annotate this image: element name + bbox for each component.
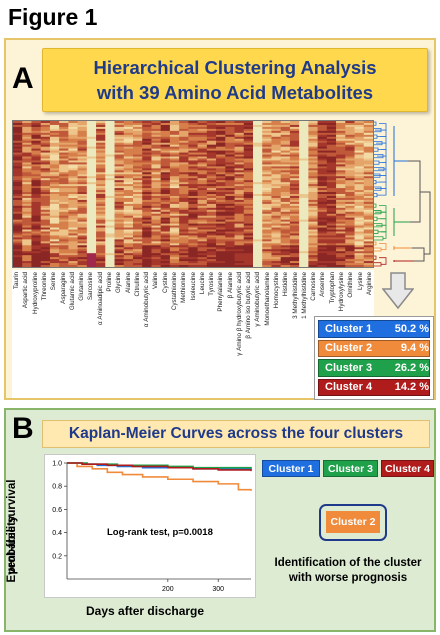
km-x-axis-label: Days after discharge <box>86 604 205 618</box>
metabolite-label: Homocystine <box>273 272 281 309</box>
metabolite-label: γ Aminobutyric acid <box>254 272 262 327</box>
metabolite-label: Histidine <box>282 272 290 297</box>
cluster-4-name: Cluster 4 <box>325 381 373 394</box>
metabolite-label: Hydroxyproline <box>31 272 39 314</box>
km-y-tick-label: 1.0 <box>52 461 62 468</box>
cluster-1-badge: Cluster 1 50.2 % <box>318 320 430 338</box>
cluster-1-percent: 50.2 % <box>394 322 429 335</box>
metabolite-label: Proline <box>105 272 113 292</box>
km-y-tick-label: 0.8 <box>52 484 62 491</box>
metabolite-label: Glutamic acid <box>68 272 76 311</box>
metabolite-label: Cystine <box>161 272 169 293</box>
metabolite-label: Taurin <box>13 272 21 290</box>
metabolite-label: Isoleucine <box>189 272 197 301</box>
metabolite-label: β Alanine <box>226 272 234 299</box>
metabolite-label: Glutamine <box>78 272 86 301</box>
km-y-tick-label: 0.4 <box>52 530 62 537</box>
identification-text: Identification of the cluster with worse… <box>262 556 434 586</box>
cluster-3-percent: 26.2 % <box>394 361 429 374</box>
metabolite-label: Threonine <box>40 272 48 301</box>
km-chart: 0.2 0.4 0.6 0.8 1.0 200 300 Log-rank test, p=0.… <box>44 454 256 598</box>
metabolite-label: Citrulline <box>133 272 141 297</box>
panel-a-title-line1: Hierarchical Clustering Analysis <box>93 57 377 78</box>
km-y-axis-label: Event-free survival probability <box>6 480 18 583</box>
metabolite-label: 3 Methylhistidine <box>291 272 299 319</box>
metabolite-label: Leucine <box>198 272 206 295</box>
metabolite-label: Serine <box>50 272 58 291</box>
metabolite-label: α Aminobutyric acid <box>143 272 151 328</box>
metabolite-label: α Aminoadipic acid <box>96 272 104 325</box>
cluster-1-name: Cluster 1 <box>325 322 373 335</box>
cluster-3-name: Cluster 3 <box>325 361 373 374</box>
figure-title: Figure 1 <box>8 4 98 30</box>
metabolite-label: Valine <box>152 272 160 290</box>
panel-a-letter: A <box>12 62 34 95</box>
metabolite-label: 1 Methylhistidine <box>300 272 308 319</box>
cluster-3-badge: Cluster 3 26.2 % <box>318 359 430 377</box>
panel-a: A Hierarchical Clustering Analysis with … <box>4 38 436 400</box>
cluster-2-chip: Cluster 2 <box>326 511 380 533</box>
identification-line1: Identification of the cluster <box>274 557 422 569</box>
km-series-4 <box>67 462 252 472</box>
cluster-2-badge: Cluster 2 9.4 % <box>318 339 430 357</box>
metabolite-label: Alanine <box>124 272 132 294</box>
km-y-axis-label-line2: probability <box>6 515 18 575</box>
cluster-2-percent: 9.4 % <box>400 342 429 355</box>
km-plot: 0.2 0.4 0.6 0.8 1.0 200 300 Log-rank test, p=0.… <box>52 461 252 593</box>
panel-b-title-text: Kaplan-Meier Curves across the four clus… <box>68 425 404 442</box>
metabolite-label: Tyrosine <box>208 272 216 296</box>
cluster-1-chip: Cluster 1 <box>262 460 320 477</box>
metabolite-label: Glycine <box>115 272 123 293</box>
cluster-2-name: Cluster 2 <box>325 342 373 355</box>
metabolite-label: γ Amino β hydroxybutyric acid <box>235 272 243 356</box>
metabolite-label: Asparagine <box>59 272 67 304</box>
metabolite-label: Monoethanolamine <box>263 272 271 326</box>
panel-b-letter: B <box>12 412 34 445</box>
highlight-outline <box>319 504 387 541</box>
km-y-tick-label: 0.6 <box>52 507 62 514</box>
dendrogram <box>374 121 431 267</box>
cluster-3-chip: Cluster 3 <box>323 460 378 477</box>
cluster-4-badge: Cluster 4 14.2 % <box>318 378 430 396</box>
metabolite-label: Methionine <box>180 272 188 303</box>
log-rank-annotation: Log-rank test, p=0.0018 <box>107 527 213 538</box>
km-y-tick-label: 0.2 <box>52 553 62 560</box>
km-x-tick-label: 300 <box>212 586 224 593</box>
down-arrow-icon <box>382 272 414 310</box>
panel-a-title-line2: with 39 Amino Acid Metabolites <box>96 82 374 103</box>
metabolite-labels: Taurin Aspartic acid Hydroxyproline Threoni… <box>12 270 374 398</box>
panel-a-title: Hierarchical Clustering Analysis with 39… <box>42 48 428 112</box>
km-x-tick-label: 200 <box>162 586 174 593</box>
metabolite-label: Phenylalanine <box>217 272 225 312</box>
heatmap <box>12 120 374 268</box>
metabolite-label: β Amino iso butyric acid <box>245 272 253 339</box>
metabolite-label: Sarcosine <box>87 272 95 301</box>
panel-b: B Kaplan-Meier Curves across the four cl… <box>4 408 436 632</box>
identification-line2: with worse prognosis <box>288 572 408 584</box>
cluster-4-percent: 14.2 % <box>394 381 429 394</box>
metabolite-label: Cystathionine <box>170 272 178 311</box>
km-series-2 <box>67 462 252 491</box>
panel-b-title: Kaplan-Meier Curves across the four clus… <box>42 420 430 448</box>
cluster-legend: Cluster 1 50.2 % Cluster 2 9.4 % Cluster… <box>314 316 434 400</box>
metabolite-label: Aspartic acid <box>22 272 30 309</box>
cluster-4-chip: Cluster 4 <box>381 460 434 477</box>
